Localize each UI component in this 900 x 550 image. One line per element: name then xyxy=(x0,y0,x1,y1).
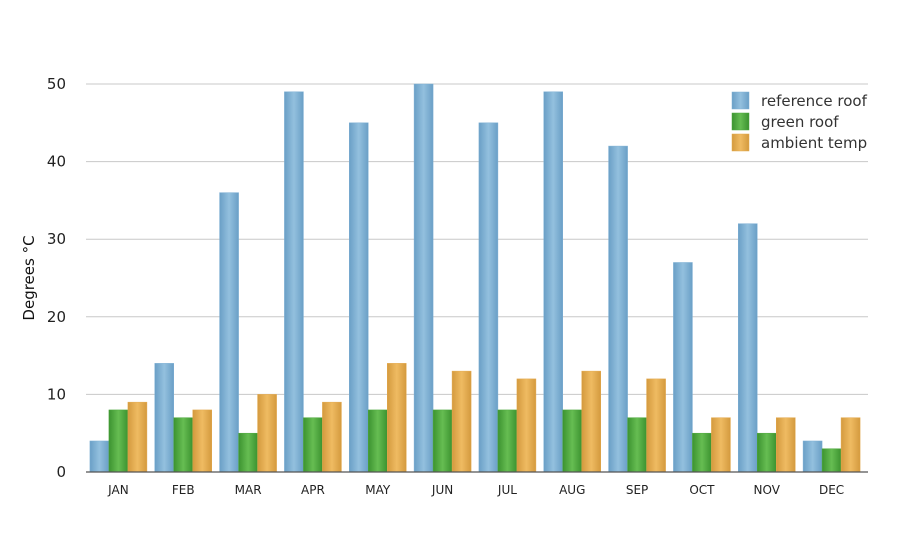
bar-reference-roof-may xyxy=(349,122,369,473)
bar-green-roof-nov xyxy=(757,432,777,473)
bar-ambient-temp-feb xyxy=(192,409,212,473)
bar-green-roof-jul xyxy=(497,409,518,473)
bar-reference-roof-aug xyxy=(543,91,563,473)
bar-ambient-temp-apr xyxy=(322,401,342,473)
bar-ambient-temp-mar xyxy=(257,394,277,473)
bar-reference-roof-apr xyxy=(284,91,304,473)
bar-green-roof-may xyxy=(368,409,388,473)
bar-reference-roof-jun xyxy=(413,83,434,473)
bar-reference-roof-feb xyxy=(154,363,174,473)
bar-green-roof-mar xyxy=(238,432,258,473)
y-tick-label: 30 xyxy=(47,230,66,248)
x-tick-label: APR xyxy=(301,483,325,497)
bar-ambient-temp-oct xyxy=(711,417,731,473)
bar-green-roof-sep xyxy=(627,417,647,473)
x-tick-label: JUN xyxy=(431,483,453,497)
y-tick-label: 20 xyxy=(47,308,66,326)
bar-green-roof-oct xyxy=(692,432,712,473)
y-axis-title: Degrees °C xyxy=(20,235,38,320)
bar-green-roof-dec xyxy=(821,448,842,473)
x-tick-label: FEB xyxy=(172,483,195,497)
legend-label: green roof xyxy=(761,113,839,131)
grid-lines xyxy=(86,83,868,395)
bar-reference-roof-nov xyxy=(738,223,758,473)
bar-reference-roof-mar xyxy=(219,192,239,473)
x-tick-label: SEP xyxy=(626,483,648,497)
bar-reference-roof-sep xyxy=(608,145,628,473)
bar-green-roof-aug xyxy=(562,409,582,473)
legend-swatch xyxy=(731,91,750,110)
bar-green-roof-jan xyxy=(108,409,129,473)
legend-swatch xyxy=(731,133,750,152)
bar-ambient-temp-nov xyxy=(776,417,796,473)
bar-ambient-temp-dec xyxy=(840,417,861,473)
x-tick-label: DEC xyxy=(819,483,844,497)
bar-green-roof-apr xyxy=(303,417,323,473)
bar-reference-roof-oct xyxy=(673,262,693,473)
axis-labels: 0 10 20 30 40 50 JAN FEB MAR APR MAY JUN JUL AUG SEP OC… xyxy=(47,75,844,497)
bar-ambient-temp-aug xyxy=(581,370,601,473)
bar-green-roof-feb xyxy=(173,417,193,473)
bar-ambient-temp-may xyxy=(387,363,407,473)
legend: reference roof green roof ambient temp xyxy=(731,91,868,152)
bar-ambient-temp-jul xyxy=(516,378,537,473)
y-tick-label: 40 xyxy=(47,153,66,171)
legend-swatch xyxy=(731,112,750,131)
bar-reference-roof-dec xyxy=(802,440,823,473)
x-tick-label: MAY xyxy=(365,483,391,497)
y-tick-label: 0 xyxy=(56,463,66,481)
y-tick-label: 50 xyxy=(47,75,66,93)
bar-ambient-temp-jun xyxy=(451,370,472,473)
legend-label: ambient temp xyxy=(761,134,867,152)
bar-reference-roof-jul xyxy=(478,122,499,473)
y-tick-label: 10 xyxy=(47,385,66,403)
x-tick-label: AUG xyxy=(559,483,585,497)
x-tick-label: MAR xyxy=(235,483,262,497)
x-tick-label: NOV xyxy=(754,483,781,497)
x-tick-label: JAN xyxy=(107,483,129,497)
bar-ambient-temp-sep xyxy=(646,378,666,473)
bar-green-roof-jun xyxy=(432,409,453,473)
bar-reference-roof-jan xyxy=(89,440,110,473)
legend-label: reference roof xyxy=(761,92,868,110)
x-tick-label: JUL xyxy=(497,483,517,497)
bars xyxy=(89,83,861,473)
bar-ambient-temp-jan xyxy=(127,401,148,473)
x-tick-label: OCT xyxy=(689,483,715,497)
